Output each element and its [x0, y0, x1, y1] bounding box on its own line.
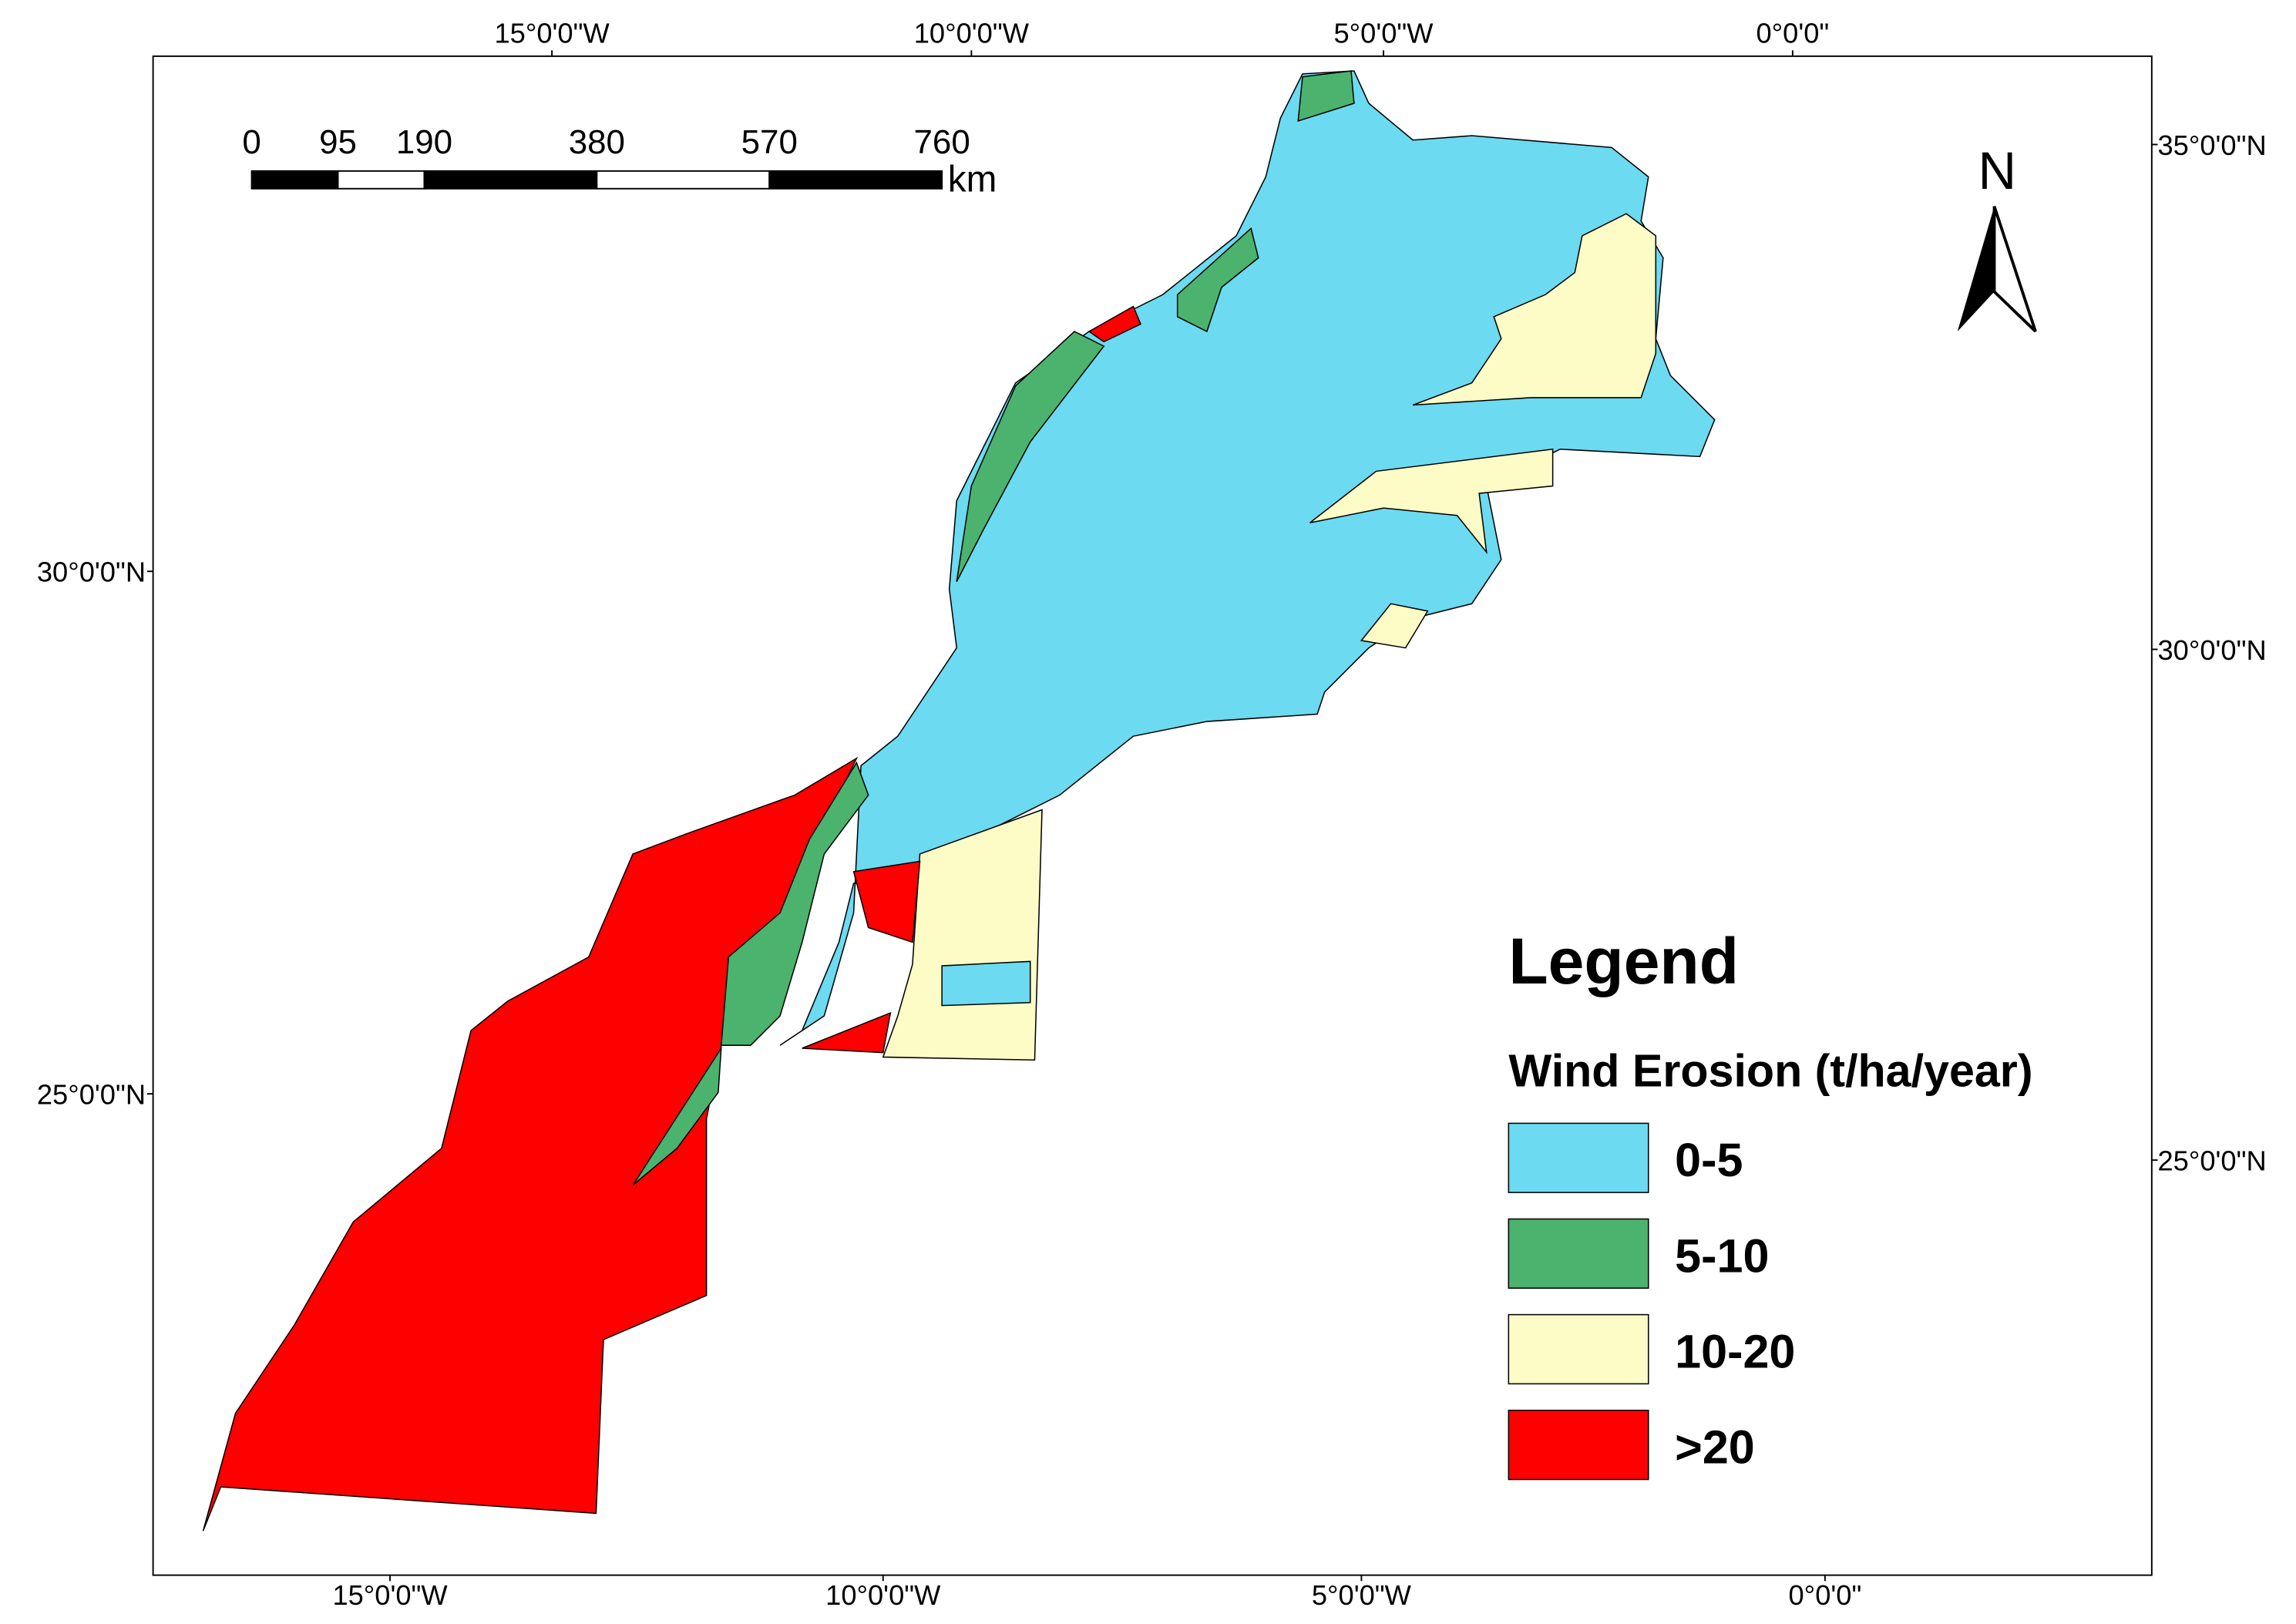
scale-label: 380 [569, 123, 625, 161]
region-5-10 [1297, 70, 1355, 123]
north-label: N [1978, 141, 2017, 200]
coordinate-label: 25°0'0"N [2157, 1145, 2266, 1176]
legend-label: 0-5 [1675, 1134, 1743, 1186]
legend-label: 10-20 [1675, 1325, 1795, 1377]
scale-label: 190 [396, 123, 452, 161]
region-gt20 [802, 1011, 892, 1054]
region-gt20 [852, 860, 921, 943]
north-arrow [1957, 206, 1995, 332]
coordinate-label: 35°0'0"N [2157, 129, 2266, 161]
north-arrow [1992, 206, 2037, 333]
legend-title: Legend [1508, 925, 1739, 997]
legend-swatch [1508, 1409, 1649, 1481]
coordinate-label: 15°0'0"W [332, 1579, 448, 1611]
coordinate-label: 15°0'0"W [494, 18, 610, 49]
regions [202, 70, 1716, 1532]
region-5-10 [956, 331, 1105, 582]
coordinates: 15°0'0"W 10°0'0"W 5°0'0"W 0°0'0" 15°0'0"W 10°… [37, 18, 2267, 1611]
coordinate-label: 10°0'0"W [914, 18, 1030, 49]
scale-unit: km [948, 160, 997, 200]
region-5-10 [632, 1046, 722, 1186]
scale-label: 0 [242, 123, 261, 161]
scale-segment [596, 170, 771, 190]
region-10-20 [1412, 213, 1657, 406]
legend-swatch [1508, 1122, 1649, 1193]
legend-subtitle: Wind Erosion (t/ha/year) [1508, 1045, 2032, 1097]
scale-segment [250, 170, 339, 190]
legend: 0-5 5-10 10-20 >20 [1508, 1122, 1795, 1481]
scale-segment [768, 170, 943, 190]
coordinate-label: 0°0'0" [1756, 18, 1830, 49]
coordinate-label: 5°0'0"W [1334, 18, 1434, 49]
region-gt20 [202, 756, 859, 1532]
scale-label: 570 [741, 123, 798, 161]
legend-label: >20 [1675, 1421, 1755, 1474]
scale-label: 760 [914, 123, 970, 161]
region-5-10 [720, 761, 869, 1046]
scale-segment [423, 170, 598, 190]
coordinate-label: 25°0'0"N [37, 1079, 146, 1111]
coordinate-label: 10°0'0"W [825, 1579, 941, 1611]
coordinate-label: 5°0'0"W [1312, 1579, 1412, 1611]
legend-swatch [1508, 1313, 1649, 1385]
coordinate-label: 30°0'0"N [2157, 634, 2266, 666]
region-gt20 [1087, 305, 1141, 343]
coordinate-label: 30°0'0"N [37, 556, 146, 588]
region-0-5 [941, 960, 1031, 1007]
coordinate-label: 0°0'0" [1789, 1579, 1862, 1611]
scale-label: 95 [319, 123, 357, 161]
region-10-20 [1309, 448, 1554, 555]
legend-swatch [1508, 1218, 1649, 1289]
region-10-20 [1360, 603, 1429, 649]
scale-segment [337, 170, 425, 190]
region-5-10 [1176, 227, 1259, 333]
legend-label: 5-10 [1675, 1229, 1769, 1282]
